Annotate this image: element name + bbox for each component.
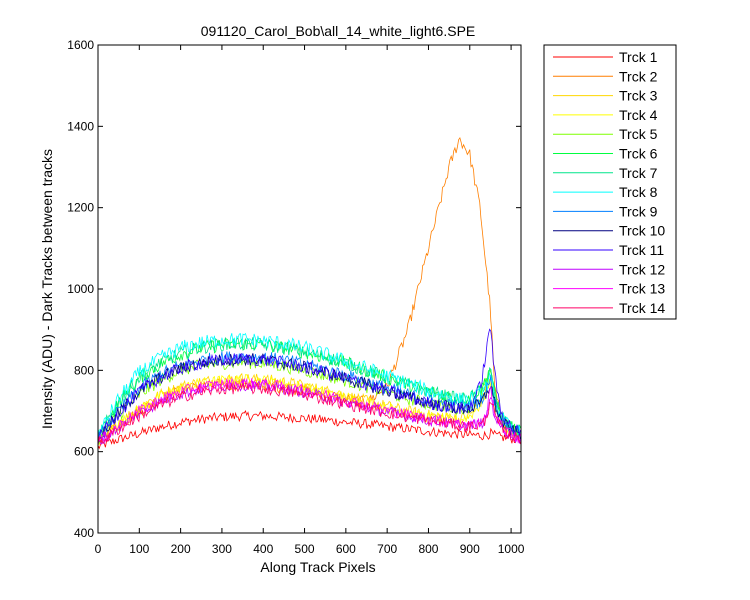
series-layer xyxy=(97,136,521,450)
legend-label-1: Trck 1 xyxy=(619,49,658,65)
legend-label-11: Trck 11 xyxy=(619,242,664,258)
legend-label-5: Trck 5 xyxy=(619,126,658,142)
legend-box xyxy=(543,44,677,320)
x-tick-label: 300 xyxy=(212,542,232,556)
series-line-11 xyxy=(97,328,521,445)
x-tick-label: 500 xyxy=(295,542,315,556)
x-tick-label: 600 xyxy=(336,542,356,556)
series-line-1 xyxy=(97,410,521,450)
x-tick-label: 700 xyxy=(377,542,397,556)
y-tick-label: 1600 xyxy=(67,38,94,52)
y-tick-label: 1000 xyxy=(67,282,94,296)
plot-area xyxy=(98,45,521,533)
x-tick-label: 0 xyxy=(95,542,102,556)
legend-label-3: Trck 3 xyxy=(619,88,658,104)
legend-label-2: Trck 2 xyxy=(619,68,658,84)
series-line-5 xyxy=(97,356,521,444)
y-tick-label: 1200 xyxy=(67,201,94,215)
legend-label-14: Trck 14 xyxy=(619,300,665,316)
y-tick-label: 400 xyxy=(74,526,94,540)
legend-label-8: Trck 8 xyxy=(619,184,658,200)
y-tick-label: 800 xyxy=(74,363,94,377)
x-tick-label: 100 xyxy=(129,542,149,556)
x-tick-label: 900 xyxy=(460,542,480,556)
legend-label-13: Trck 13 xyxy=(619,281,665,297)
y-axis-label: Intensity (ADU) - Dark Tracks between tr… xyxy=(39,149,55,429)
legend-label-4: Trck 4 xyxy=(619,107,658,123)
series-line-3 xyxy=(97,372,521,446)
series-line-4 xyxy=(97,374,521,444)
x-tick-label: 1000 xyxy=(498,542,525,556)
x-tick-label: 400 xyxy=(253,542,273,556)
x-tick-label: 200 xyxy=(171,542,191,556)
legend-label-10: Trck 10 xyxy=(619,223,665,239)
x-tick-label: 800 xyxy=(418,542,438,556)
y-tick-label: 600 xyxy=(74,445,94,459)
y-axis: 400 600 800 1000 1200 1400 1600 xyxy=(67,38,521,540)
legend: Trck 1 Trck 2 Trck 3 Trck 4 Trck 5 Trck 6 Trck… xyxy=(543,44,677,320)
legend-label-9: Trck 9 xyxy=(619,203,658,219)
x-axis-label: Along Track Pixels xyxy=(260,559,375,575)
legend-label-6: Trck 6 xyxy=(619,146,658,162)
legend-label-7: Trck 7 xyxy=(619,165,658,181)
legend-label-12: Trck 12 xyxy=(619,261,665,277)
chart-title: 091120_Carol_Bob\all_14_white_light6.SPE xyxy=(201,23,476,39)
x-axis: 0 100 200 300 400 500 600 700 800 900 1000 xyxy=(95,45,525,556)
series-line-14 xyxy=(97,382,521,446)
y-tick-label: 1400 xyxy=(67,119,94,133)
